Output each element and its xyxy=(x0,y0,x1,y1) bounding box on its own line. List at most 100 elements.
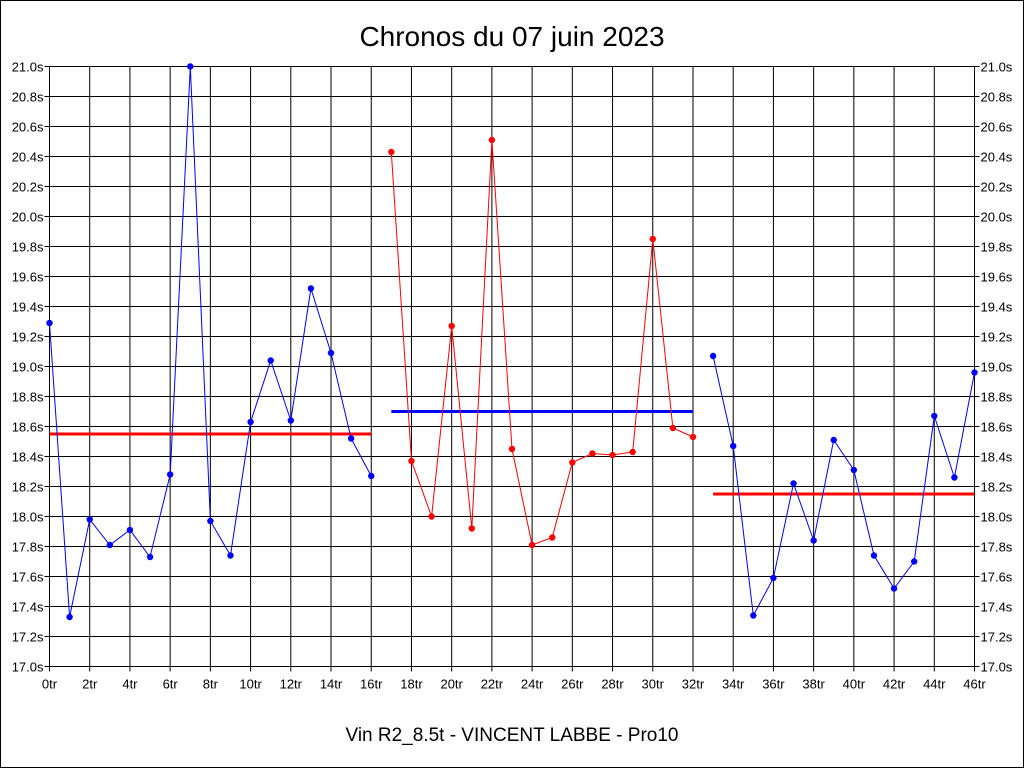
y-tick-label-left: 18.8s xyxy=(12,390,44,405)
data-point xyxy=(850,466,858,474)
x-tick-label: 14tr xyxy=(320,677,343,692)
x-tick-label: 36tr xyxy=(762,677,785,692)
data-point xyxy=(729,442,737,450)
y-tick-label-left: 17.8s xyxy=(12,540,44,555)
series-line xyxy=(712,355,975,618)
data-point xyxy=(106,541,114,549)
x-axis-labels: 0tr 2tr 4tr 6tr 8tr 10tr 12tr 14tr 16tr 18tr 20tr 2… xyxy=(42,677,986,692)
data-point xyxy=(790,480,797,487)
x-tick-label: 44tr xyxy=(923,677,946,692)
y-tick-label-right: 19.0s xyxy=(981,360,1013,375)
data-point xyxy=(709,352,717,360)
x-tick-label: 42tr xyxy=(883,677,906,692)
mean-lines xyxy=(49,410,975,496)
x-tick-label: 6tr xyxy=(163,677,179,692)
data-point xyxy=(830,436,837,444)
data-point xyxy=(589,450,596,457)
data-point xyxy=(327,349,335,357)
y-tick-label-left: 19.8s xyxy=(12,240,44,255)
x-tick-label: 32tr xyxy=(682,677,705,692)
data-point xyxy=(528,541,536,549)
y-tick-label-left: 18.6s xyxy=(12,420,44,435)
x-tick-label: 18tr xyxy=(400,677,423,692)
data-point xyxy=(890,585,898,592)
data-point xyxy=(46,319,53,327)
y-tick-label-right: 17.4s xyxy=(981,600,1013,615)
data-point xyxy=(126,526,134,534)
x-tick-label: 34tr xyxy=(722,677,745,692)
data-point xyxy=(810,537,817,544)
y-tick-label-left: 17.0s xyxy=(12,660,44,675)
data-point xyxy=(146,553,154,561)
data-point xyxy=(187,63,194,70)
data-point xyxy=(166,471,174,478)
y-tick-label-right: 21.0s xyxy=(981,60,1013,75)
y-axis-right-labels: 17.0s 17.2s 17.4s 17.6s 17.8s 18.0s 18.2s 18.4s… xyxy=(981,60,1013,675)
data-point xyxy=(609,451,616,459)
series-2 xyxy=(388,136,697,549)
data-point xyxy=(649,235,656,243)
series xyxy=(46,63,978,621)
data-point xyxy=(910,558,918,565)
x-tick-label: 0tr xyxy=(42,677,58,692)
x-tick-label: 20tr xyxy=(440,677,463,692)
x-tick-label: 8tr xyxy=(203,677,219,692)
y-tick-label-right: 19.4s xyxy=(981,300,1013,315)
x-tick-label: 38tr xyxy=(802,677,825,692)
series-line xyxy=(390,139,694,546)
data-point xyxy=(347,435,355,442)
data-point xyxy=(669,424,677,432)
y-tick-label-right: 20.6s xyxy=(981,120,1013,135)
data-point xyxy=(428,513,435,520)
x-tick-label: 2tr xyxy=(82,677,98,692)
series-3 xyxy=(709,352,978,619)
y-tick-label-right: 19.6s xyxy=(981,270,1013,285)
data-point xyxy=(207,517,214,525)
y-axis-left-labels: 17.0s 17.2s 17.4s 17.6s 17.8s 18.0s 18.2s 18.4s… xyxy=(12,60,44,675)
y-tick-label-right: 18.2s xyxy=(981,480,1013,495)
y-tick-label-right: 18.8s xyxy=(981,390,1013,405)
x-tick-label: 4tr xyxy=(122,677,138,692)
x-tick-label: 10tr xyxy=(239,677,262,692)
y-tick-label-right: 20.8s xyxy=(981,90,1013,105)
y-tick-label-left: 20.8s xyxy=(12,90,44,105)
chart-title: Chronos du 07 juin 2023 xyxy=(359,21,664,52)
x-tick-label: 22tr xyxy=(481,677,504,692)
y-tick-label-left: 19.6s xyxy=(12,270,44,285)
y-tick-label-right: 17.2s xyxy=(981,630,1013,645)
data-point xyxy=(971,369,978,376)
data-point xyxy=(508,445,516,453)
data-point xyxy=(287,417,295,424)
x-tick-label: 12tr xyxy=(280,677,303,692)
data-point xyxy=(689,433,697,441)
data-point xyxy=(629,448,636,456)
data-point xyxy=(448,322,455,330)
y-tick-label-left: 19.4s xyxy=(12,300,44,315)
y-tick-label-left: 18.4s xyxy=(12,450,44,465)
y-tick-label-left: 19.2s xyxy=(12,330,44,345)
y-tick-label-right: 18.4s xyxy=(981,450,1013,465)
x-tick-label: 30tr xyxy=(642,677,665,692)
y-tick-label-right: 20.0s xyxy=(981,210,1013,225)
y-tick-label-left: 20.2s xyxy=(12,180,44,195)
x-tick-label: 16tr xyxy=(360,677,383,692)
y-tick-label-right: 17.0s xyxy=(981,660,1013,675)
data-point xyxy=(227,552,234,559)
y-tick-label-right: 18.0s xyxy=(981,510,1013,525)
y-tick-label-right: 20.2s xyxy=(981,180,1013,195)
data-point xyxy=(770,574,777,582)
y-tick-label-left: 20.4s xyxy=(12,150,44,165)
data-point xyxy=(247,418,254,426)
y-tick-label-left: 19.0s xyxy=(12,360,44,375)
x-tick-label: 40tr xyxy=(843,677,866,692)
x-tick-label: 26tr xyxy=(561,677,584,692)
y-tick-label-left: 18.0s xyxy=(12,510,44,525)
y-tick-label-right: 19.2s xyxy=(981,330,1013,345)
y-tick-label-left: 18.2s xyxy=(12,480,44,495)
data-point xyxy=(468,525,475,532)
x-tick-label: 28tr xyxy=(601,677,624,692)
y-tick-label-left: 17.6s xyxy=(12,570,44,585)
y-tick-label-left: 17.4s xyxy=(12,600,44,615)
y-tick-label-left: 20.6s xyxy=(12,120,44,135)
data-point xyxy=(267,357,274,364)
